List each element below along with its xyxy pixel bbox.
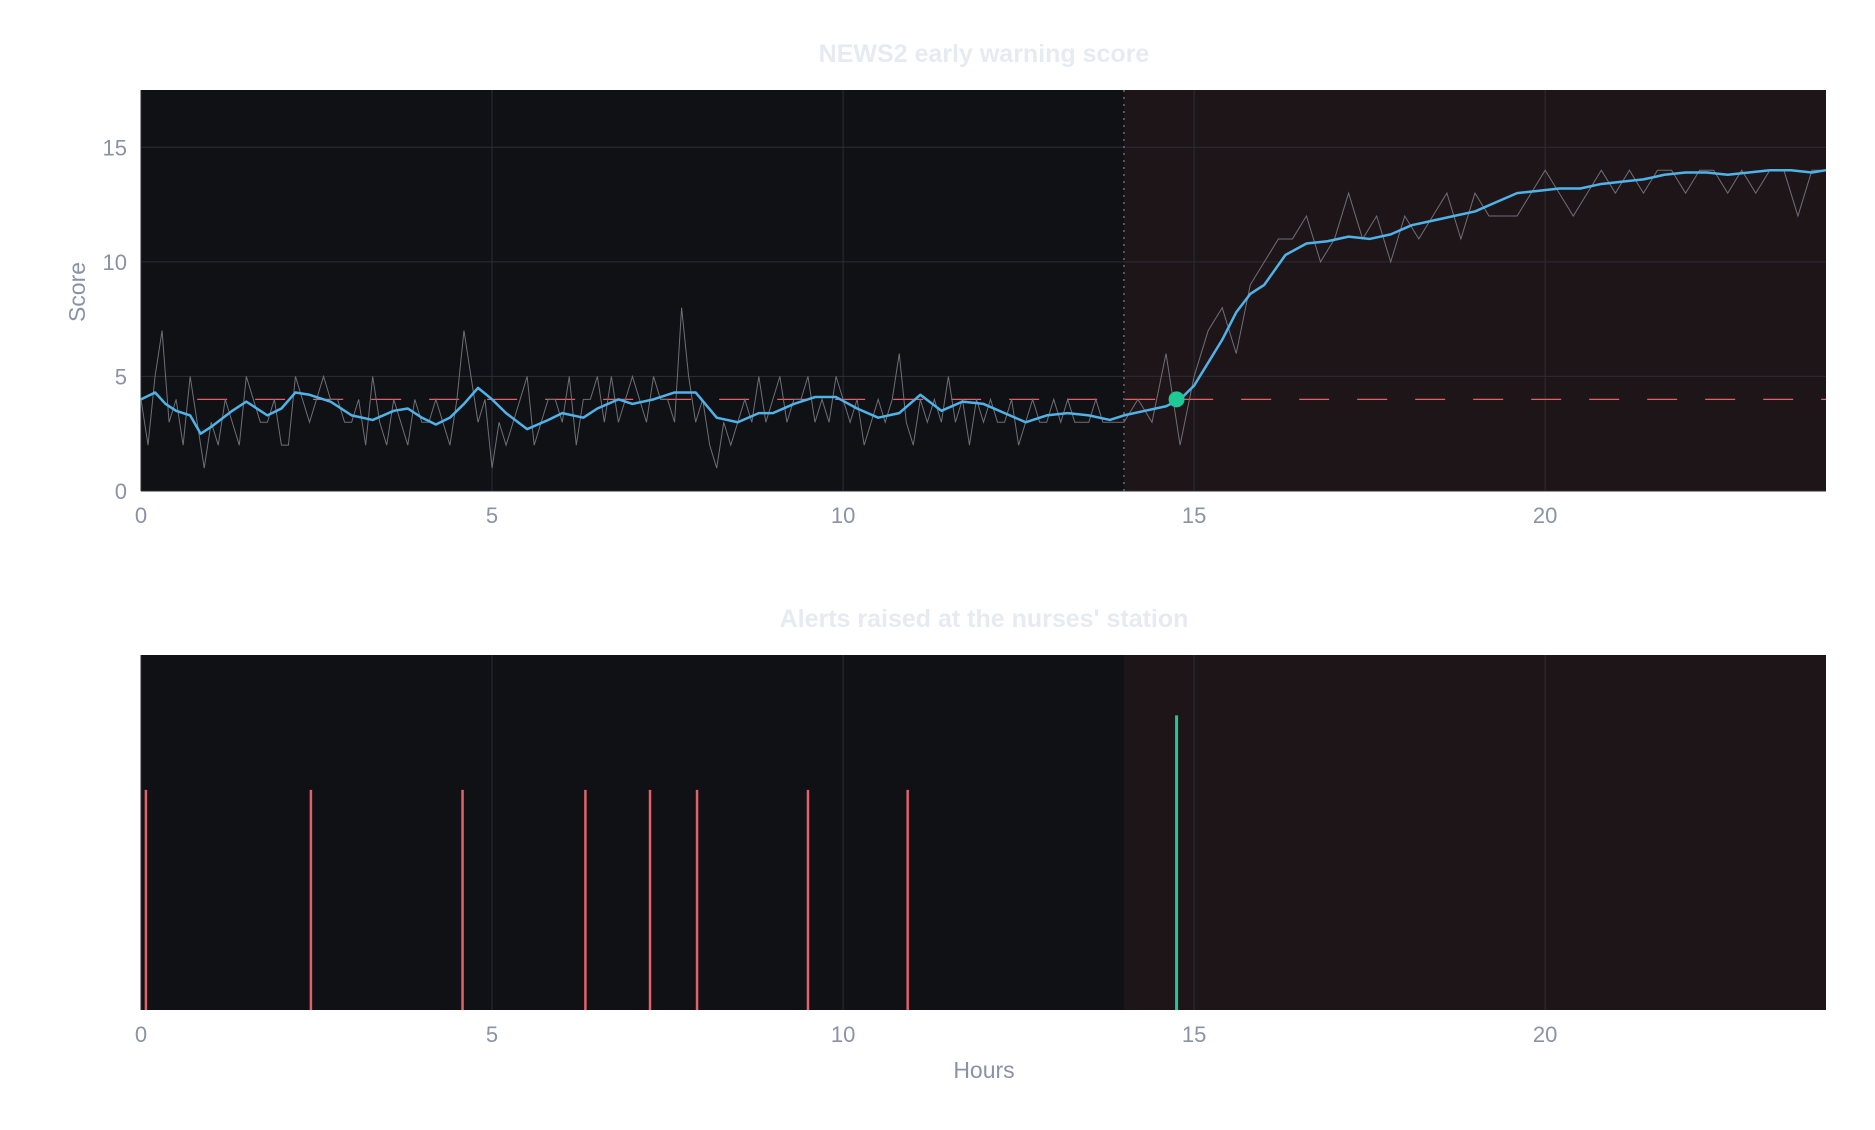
alert-marker-point	[1168, 391, 1185, 408]
y-tick-label: 0	[115, 479, 127, 504]
panel-title-score: NEWS2 early warning score	[819, 40, 1150, 68]
x-tick-label: 15	[1182, 503, 1206, 528]
raw-score-line	[140, 169, 1826, 469]
smoothed-score-line	[140, 168, 1827, 435]
alerts-plot-area: 0 5 10 15 20	[135, 655, 1826, 1047]
y-tick-label: 5	[115, 364, 127, 389]
x-tick-label: 20	[1533, 1022, 1557, 1047]
x-axis-title-alerts: Hours	[953, 1057, 1014, 1083]
shaded-region	[1123, 655, 1826, 1010]
x-tick-label: 20	[1533, 503, 1557, 528]
y-tick-label: 10	[103, 250, 127, 275]
x-tick-label: 5	[486, 503, 498, 528]
panel-title-alerts: Alerts raised at the nurses' station	[780, 605, 1189, 633]
x-tick-label: 0	[135, 503, 147, 528]
score-plot-area: 0 5 10 15 20 0 5 10 15	[103, 90, 1827, 528]
x-tick-label: 15	[1182, 1022, 1206, 1047]
x-tick-label: 10	[831, 1022, 855, 1047]
shaded-region	[1123, 90, 1826, 491]
x-tick-label: 10	[831, 503, 855, 528]
y-axis-title-score: Score	[64, 262, 90, 322]
x-tick-label: 0	[135, 1022, 147, 1047]
x-tick-label: 5	[486, 1022, 498, 1047]
y-tick-label: 15	[103, 135, 127, 160]
